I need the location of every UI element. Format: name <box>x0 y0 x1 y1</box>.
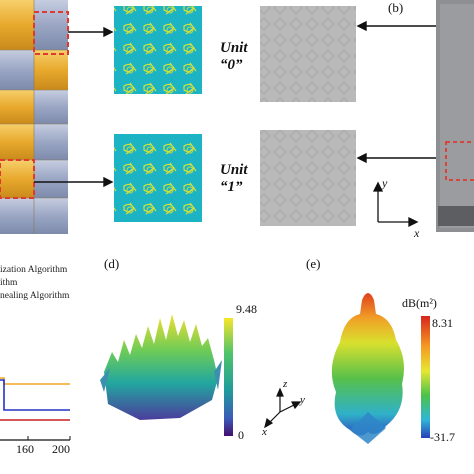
convergence-chart <box>0 377 71 441</box>
unit-1-label: Unit “1” <box>220 162 248 196</box>
panel-label-d: (d) <box>104 256 120 271</box>
colorbar-e-max: 8.31 <box>432 316 453 330</box>
colorbar-e <box>421 316 430 438</box>
coding-tile-grid <box>0 0 69 234</box>
highlight-box-unit-1 <box>0 159 35 199</box>
panel-label-e: (e) <box>306 256 321 271</box>
arrow-unit-1 <box>34 176 114 188</box>
highlight-box-unit-0 <box>33 11 69 55</box>
axis-y-d: y <box>300 394 305 406</box>
colorbar-d-min: 0 <box>238 428 244 442</box>
panel-label-b: (b) <box>388 0 404 15</box>
colorbar-e-min: -31.7 <box>430 430 455 444</box>
arrow-photo-1 <box>356 152 446 164</box>
fabricated-sample-1 <box>260 130 356 226</box>
arrow-unit-0 <box>68 26 114 38</box>
rcs-pattern-e <box>331 293 404 444</box>
fabricated-sample-0 <box>260 6 356 102</box>
series-orange <box>0 377 70 385</box>
rcs-surface-d <box>100 314 222 420</box>
board-highlight-box <box>445 141 474 181</box>
axis-y-b: y <box>382 176 388 190</box>
unit-0-name: Unit <box>220 40 248 56</box>
axes-indicator-b <box>372 181 419 228</box>
unit-0-pattern <box>114 6 202 94</box>
axis-x-d: x <box>262 426 267 438</box>
xtick-160: 160 <box>16 442 34 456</box>
xtick-200: 200 <box>52 442 70 456</box>
colorbar-d-max: 9.48 <box>236 302 257 316</box>
unit-0-code: “0” <box>220 57 243 73</box>
arrow-photo-0 <box>356 20 446 32</box>
legend-item-3: nealing Algorithm <box>0 291 70 301</box>
legend-item-1: ization Algorithm <box>0 265 68 275</box>
unit-1-code: “1” <box>220 179 243 195</box>
axis-z-d: z <box>283 378 288 390</box>
legend-item-2: ithm <box>0 278 18 288</box>
axes-indicator-d <box>264 387 302 429</box>
colorbar-e-unit: dB(m²) <box>402 296 437 310</box>
unit-1-name: Unit <box>220 162 248 178</box>
unit-0-label: Unit “0” <box>220 40 248 74</box>
axis-x-b: x <box>414 226 420 240</box>
series-blue <box>0 379 70 411</box>
colorbar-d <box>224 318 233 436</box>
legend-c: ization Algorithm ithm nealing Algorithm <box>0 264 69 303</box>
unit-1-pattern <box>114 134 202 222</box>
